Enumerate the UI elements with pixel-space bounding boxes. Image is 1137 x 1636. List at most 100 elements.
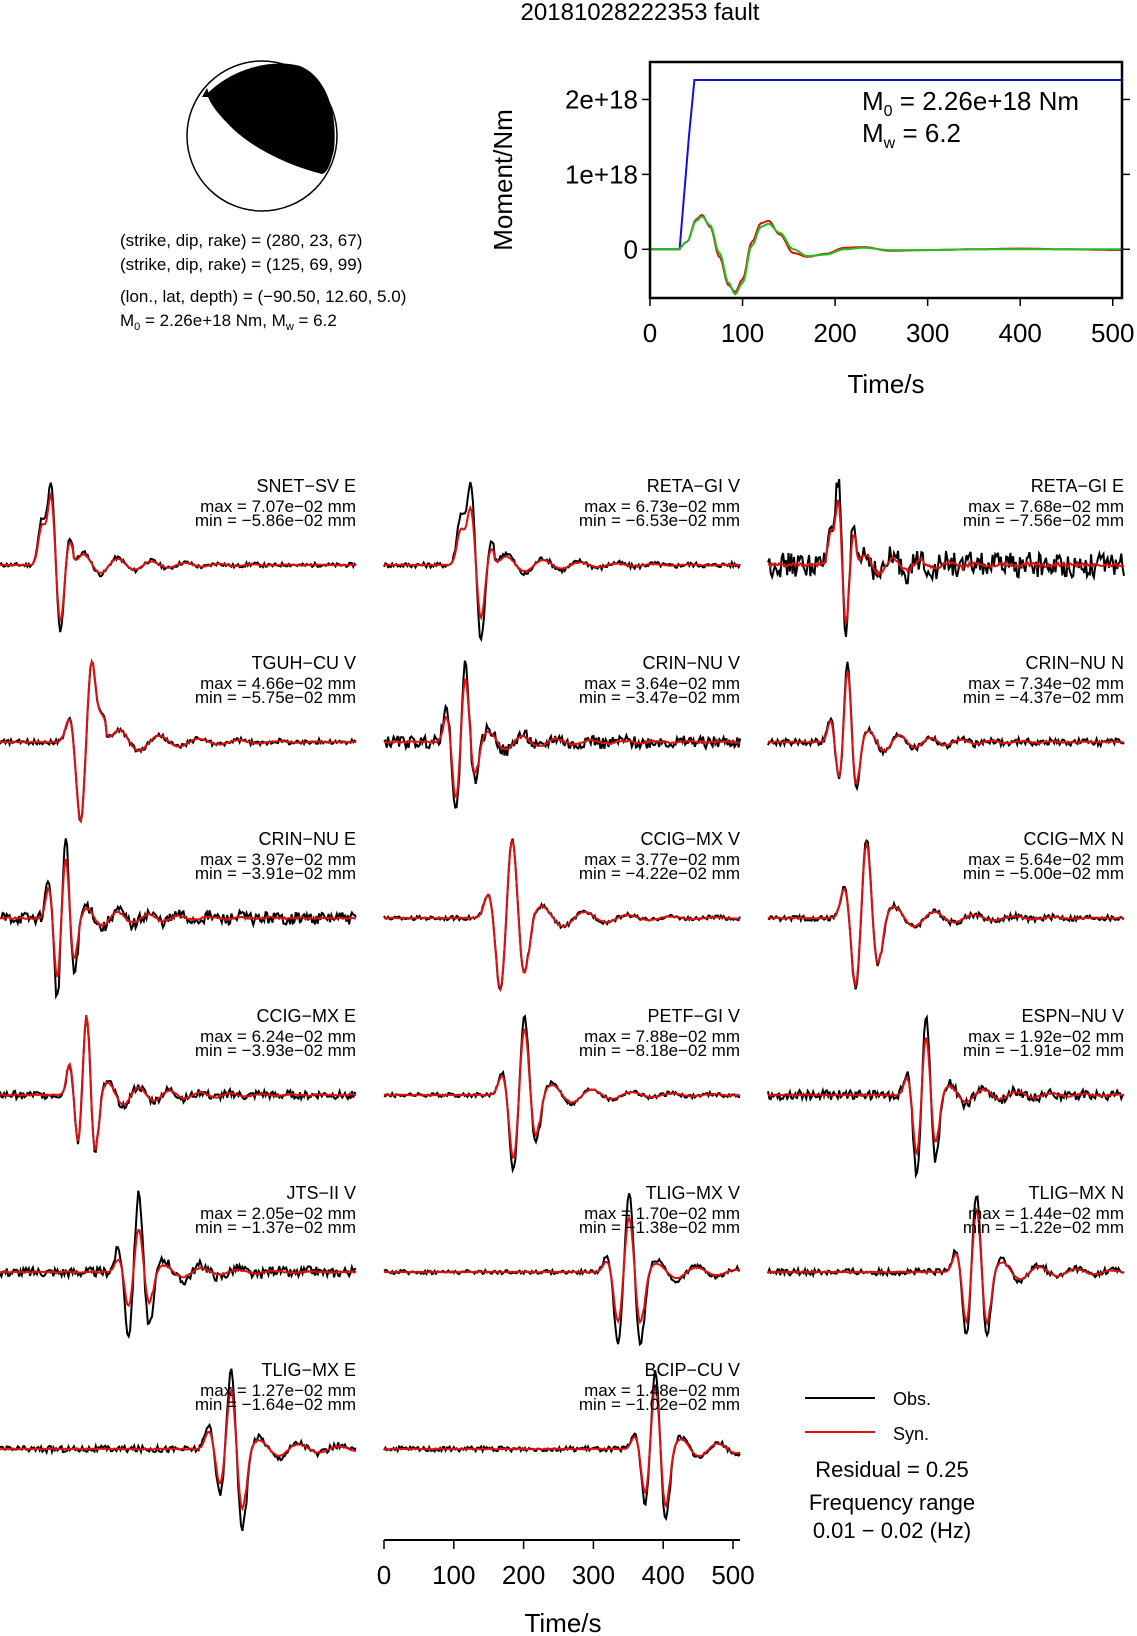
time-axis-tick-label: 500 [711,1560,754,1590]
station-name: TLIG−MX V [645,1183,740,1203]
time-axis-tick-label: 400 [642,1560,685,1590]
mechanism-line-2: (strike, dip, rake) = (125, 69, 99) [120,255,362,274]
synthetic-trace [383,1383,741,1509]
station-min: min = −5.00e−02 mm [963,864,1124,883]
moment-ytick-label: 1e+18 [565,159,638,189]
station-name: TLIG−MX E [261,1360,356,1380]
moment-xtick-label: 500 [1091,318,1134,348]
station-name: BCIP−CU V [644,1360,740,1380]
station-min: min = −6.53e−02 mm [579,511,740,530]
residual-text: Residual = 0.25 [815,1457,969,1482]
waveform-time-axis: Time/s 0 100 200 300 400 500 [377,1539,755,1636]
moment-annotation-mw: Mw = 6.2 [862,118,961,152]
station-name: RETA−GI E [1031,476,1124,496]
station-name: CCIG−MX V [640,829,740,849]
moment-xtick-label: 200 [813,318,856,348]
station-min: min = −8.18e−02 mm [579,1041,740,1060]
station-max: max = 1.27e−02 mm [200,1381,356,1400]
station-name: TGUH−CU V [251,653,356,673]
station-name: CCIG−MX E [256,1006,356,1026]
station-max: max = 3.64e−02 mm [584,674,740,693]
station-name: CRIN−NU E [258,829,356,849]
station-max: max = 3.77e−02 mm [584,850,740,869]
station-max: max = 7.34e−02 mm [968,674,1124,693]
station-max: max = 1.92e−02 mm [968,1027,1124,1046]
moment-ytick-label: 0 [624,234,638,264]
figure-title: 20181028222353 fault [521,0,760,26]
synthetic-trace [383,1027,741,1160]
station-name: ESPN−NU V [1021,1006,1124,1026]
station-min: min = −1.38e−02 mm [579,1218,740,1237]
station-max: max = 1.70e−02 mm [584,1204,740,1223]
synthetic-trace [0,1228,357,1308]
mechanism-line-3: (lon., lat, depth) = (−90.50, 12.60, 5.0… [120,287,406,306]
moment-ytick-label: 2e+18 [565,84,638,114]
moment-chart: 0 100 200 300 400 500 0 1e+18 2e+18 Moment/Nm Ti… [488,60,1134,399]
beachball-icon [186,60,338,212]
synthetic-trace [0,491,357,622]
time-axis-tick-label: 300 [572,1560,615,1590]
station-min: min = −1.64e−02 mm [195,1395,356,1414]
station-name: SNET−SV E [256,476,356,496]
legend-syn-label: Syn. [893,1424,929,1444]
station-min: min = −4.22e−02 mm [579,864,740,883]
moment-annotation-m0: M0 = 2.26e+18 Nm [862,86,1079,120]
synthetic-trace [0,1015,357,1151]
time-axis-tick-label: 200 [502,1560,545,1590]
legend-obs-label: Obs. [893,1389,931,1409]
station-min: min = −3.47e−02 mm [579,688,740,707]
synthetic-trace [383,1214,741,1325]
station-max: max = 2.05e−02 mm [200,1204,356,1223]
synthetic-trace [767,670,1124,784]
station-max: max = 4.66e−02 mm [200,674,356,693]
synthetic-trace [767,1037,1125,1157]
station-max: max = 3.97e−02 mm [200,850,356,869]
station-min: min = −5.86e−02 mm [195,511,356,530]
observed-trace [383,481,741,643]
station-max: max = 1.48e−02 mm [584,1381,740,1400]
frequency-range-label: Frequency range [809,1490,975,1515]
station-max: max = 5.64e−02 mm [968,850,1124,869]
station-max: max = 7.68e−02 mm [968,497,1124,516]
station-max: max = 1.44e−02 mm [968,1204,1124,1223]
station-name: CRIN−NU V [642,653,740,673]
station-min: min = −3.93e−02 mm [195,1041,356,1060]
moment-chart-frame [648,60,1124,300]
station-min: min = −4.37e−02 mm [963,688,1124,707]
moment-xtick-label: 400 [999,318,1042,348]
synthetic-trace [0,858,357,978]
station-min: min = −7.56e−02 mm [963,511,1124,530]
moment-ylabel: Moment/Nm [488,109,518,251]
station-name: PETF−GI V [647,1006,740,1026]
moment-rate-syn-line [650,215,1122,296]
waveform-xlabel: Time/s [524,1608,601,1636]
station-name: RETA−GI V [647,476,740,496]
station-name: CRIN−NU N [1025,653,1124,673]
synthetic-trace [383,677,741,798]
synthetic-trace [0,1387,357,1512]
station-name: CCIG−MX N [1023,829,1124,849]
moment-xlabel: Time/s [847,369,924,399]
observed-trace [767,1014,1125,1179]
mechanism-text: (strike, dip, rake) = (280, 23, 67) (str… [120,231,406,333]
station-min: min = −3.91e−02 mm [195,864,356,883]
station-max: max = 7.07e−02 mm [200,497,356,516]
station-name: JTS−II V [286,1183,356,1203]
station-min: min = −1.37e−02 mm [195,1218,356,1237]
station-min: min = −5.75e−02 mm [195,688,356,707]
